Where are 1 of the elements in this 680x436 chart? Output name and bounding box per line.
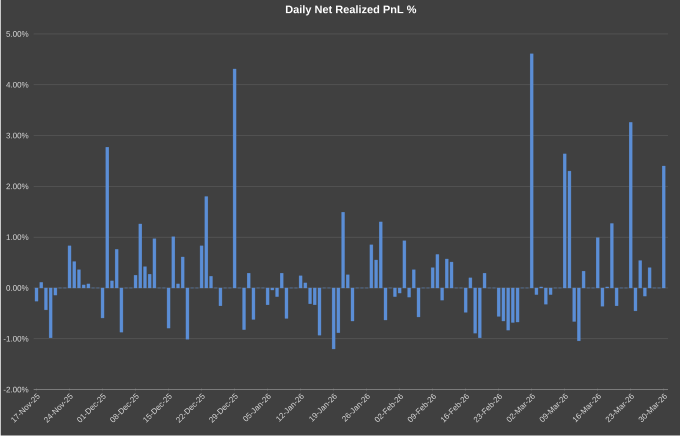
chart-title: Daily Net Realized PnL % xyxy=(286,5,416,16)
